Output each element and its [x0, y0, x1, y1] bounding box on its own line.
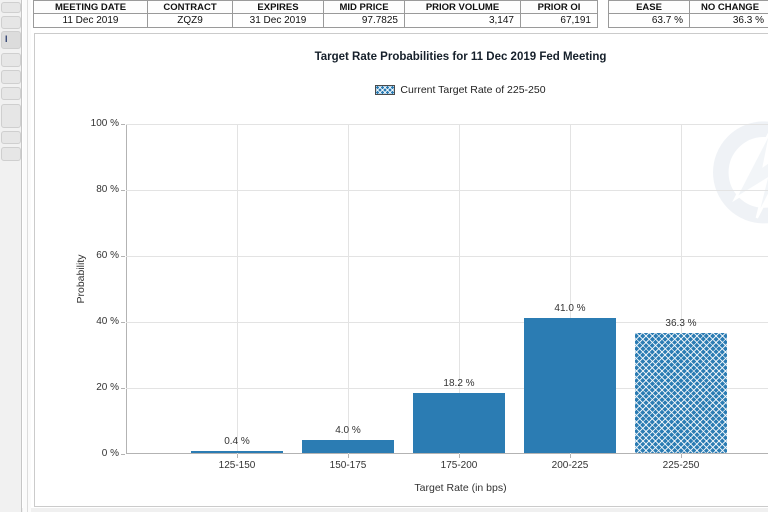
y-tick-label: 100 % [90, 118, 119, 129]
x-axis-title: Target Rate (in bps) [414, 482, 507, 494]
sidebar-item[interactable] [1, 16, 21, 29]
sidebar-item-label: I [5, 34, 8, 44]
contract-table: MEETING DATE CONTRACT EXPIRES MID PRICE PRIO… [33, 0, 598, 28]
x-tick-mark [570, 454, 571, 458]
y-tick-label: 20 % [96, 382, 119, 393]
page-background-strip [0, 508, 768, 512]
y-tick-mark [121, 322, 125, 323]
chart-legend: Current Target Rate of 225-250 [126, 84, 768, 98]
y-tick-mark [121, 256, 125, 257]
bar-200-225 [524, 317, 616, 453]
sidebar-item[interactable] [1, 87, 21, 100]
bar-value-label: 4.0 % [335, 424, 361, 436]
divider [27, 0, 28, 512]
table-header-cell: PRIOR VOLUME [404, 0, 521, 14]
x-tick-label: 125-150 [218, 460, 256, 471]
contract-table-header-row: MEETING DATE CONTRACT EXPIRES MID PRICE PRIO… [33, 0, 598, 14]
probability-table-header-row: EASE NO CHANGE [608, 0, 768, 14]
legend-label: Current Target Rate of 225-250 [400, 84, 546, 96]
table-cell: 11 Dec 2019 [33, 13, 148, 28]
table-cell: 97.7825 [323, 13, 405, 28]
x-tick-label: 175-200 [440, 460, 478, 471]
chart-title: Target Rate Probabilities for 11 Dec 201… [314, 51, 607, 63]
quikstrike-watermark-icon [713, 121, 768, 224]
x-tick-mark [459, 454, 460, 458]
table-cell: 31 Dec 2019 [232, 13, 324, 28]
y-tick-mark [121, 124, 125, 125]
sidebar: I [0, 0, 22, 512]
sidebar-item[interactable] [1, 70, 21, 84]
bar-125-150 [191, 451, 283, 453]
table-header-cell: MID PRICE [323, 0, 405, 14]
x-tick-mark [348, 454, 349, 458]
table-cell: 63.7 % [608, 13, 690, 28]
bar-225-250 [635, 333, 727, 453]
legend-hatch-swatch-icon [375, 85, 396, 95]
y-tick-mark [121, 388, 125, 389]
y-tick-label: 40 % [96, 316, 119, 327]
bar-175-200 [413, 392, 505, 453]
table-header-cell: PRIOR OI [520, 0, 598, 14]
y-axis-line [126, 124, 127, 454]
sidebar-item-selected[interactable]: I [1, 31, 21, 49]
table-cell: 36.3 % [689, 13, 768, 28]
sidebar-item[interactable] [1, 104, 21, 128]
y-tick-label: 60 % [96, 250, 119, 261]
bar-value-label: 0.4 % [224, 436, 250, 447]
y-tick-mark [121, 454, 125, 455]
bar-150-175 [302, 439, 394, 453]
probability-table: EASE NO CHANGE 63.7 % 36.3 % [608, 0, 768, 28]
y-tick-label: 0 % [101, 448, 119, 459]
table-cell: ZQZ9 [147, 13, 233, 28]
sidebar-item[interactable] [1, 2, 21, 13]
x-axis-line [126, 453, 768, 454]
x-tick-mark [681, 454, 682, 458]
h-gridline [126, 190, 768, 191]
table-header-cell: NO CHANGE [689, 0, 768, 14]
bar-value-label: 36.3 % [665, 318, 697, 330]
x-tick-mark [237, 454, 238, 458]
v-gridline [237, 124, 238, 454]
table-header-cell: EXPIRES [232, 0, 324, 14]
sidebar-item[interactable] [1, 131, 21, 144]
x-tick-label: 150-175 [329, 460, 367, 471]
bar-value-label: 41.0 % [554, 302, 586, 314]
v-gridline [348, 124, 349, 454]
x-tick-label: 200-225 [551, 460, 589, 471]
sidebar-item[interactable] [1, 53, 21, 67]
table-cell: 67,191 [520, 13, 598, 28]
plot-area [126, 124, 768, 454]
table-header-cell: MEETING DATE [33, 0, 148, 14]
v-gridline [681, 124, 682, 454]
x-tick-label: 225-250 [662, 460, 700, 471]
v-gridline [570, 124, 571, 454]
sidebar-item[interactable] [1, 147, 21, 161]
probability-table-row: 63.7 % 36.3 % [608, 13, 768, 28]
chart-panel: Target Rate Probabilities for 11 Dec 201… [34, 33, 768, 507]
h-gridline [126, 388, 768, 389]
bar-value-label: 18.2 % [443, 377, 475, 389]
h-gridline [126, 256, 768, 257]
table-header-cell: CONTRACT [147, 0, 233, 14]
table-header-cell: EASE [608, 0, 690, 14]
y-tick-label: 80 % [96, 184, 119, 195]
v-gridline [459, 124, 460, 454]
y-tick-mark [121, 190, 125, 191]
table-cell: 3,147 [404, 13, 521, 28]
h-gridline [126, 124, 768, 125]
h-gridline [126, 322, 768, 323]
contract-table-row: 11 Dec 2019 ZQZ9 31 Dec 2019 97.7825 3,147 67… [33, 13, 598, 28]
